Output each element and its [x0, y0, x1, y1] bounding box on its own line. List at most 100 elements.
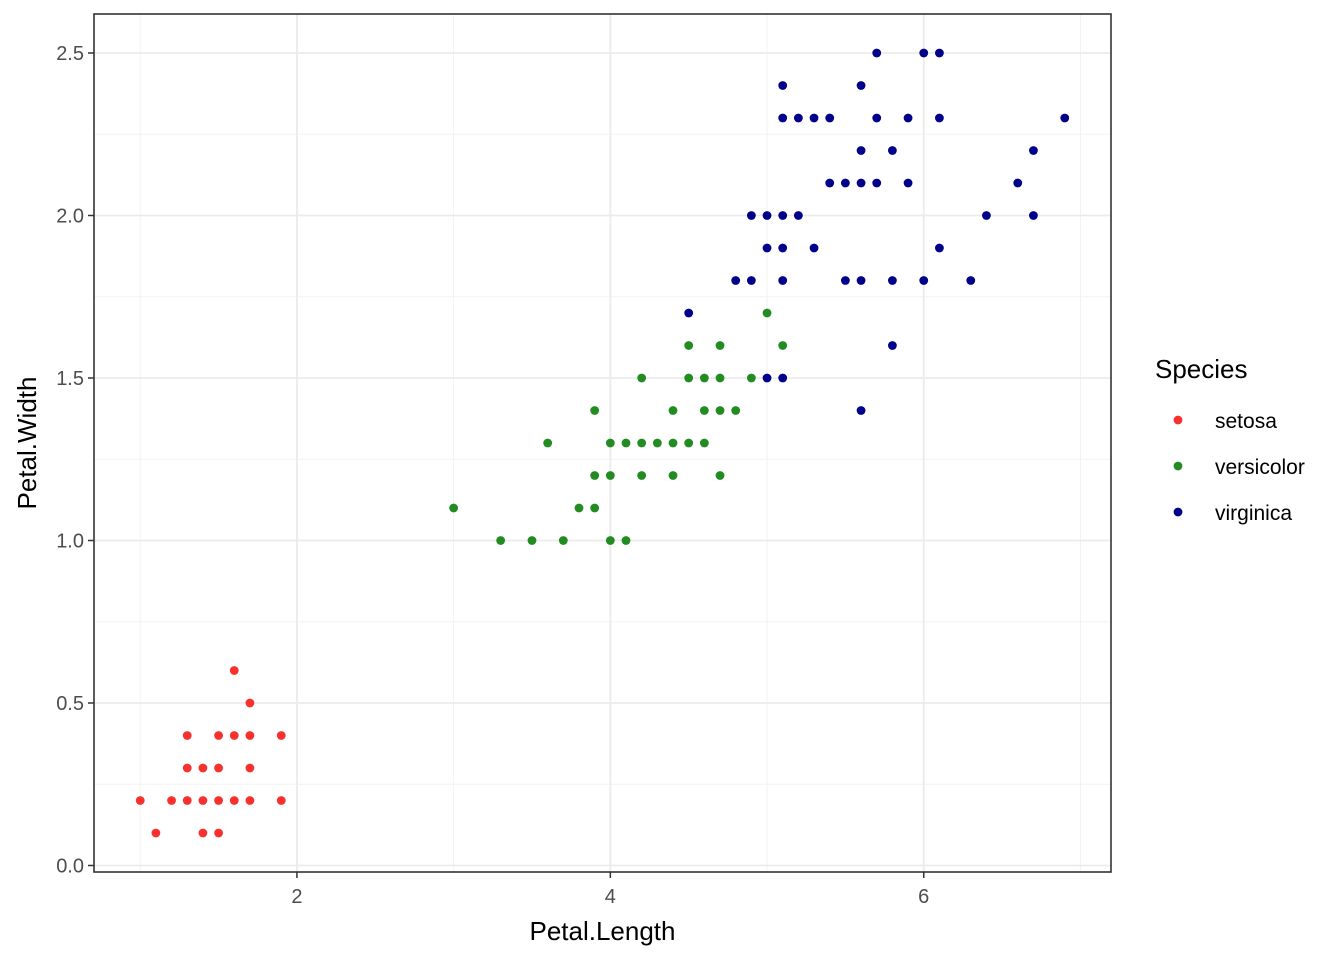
data-point-versicolor	[668, 471, 678, 480]
data-point-versicolor	[668, 406, 678, 415]
data-point-setosa	[245, 763, 255, 773]
data-point-versicolor	[731, 406, 741, 415]
legend-label-virginica: virginica	[1215, 502, 1292, 525]
data-point-virginica	[856, 81, 866, 90]
data-point-virginica	[935, 48, 944, 58]
data-point-versicolor	[652, 438, 662, 448]
legend-title: Species	[1155, 354, 1248, 384]
data-point-virginica	[825, 178, 835, 188]
data-point-virginica	[793, 113, 803, 123]
legend-key-versicolor	[1173, 461, 1183, 471]
series-setosa	[135, 666, 286, 838]
data-point-virginica	[1060, 113, 1070, 123]
data-point-virginica	[840, 276, 850, 285]
y-tick-label: 2.0	[56, 206, 84, 228]
data-point-setosa	[214, 731, 223, 740]
data-point-virginica	[1029, 146, 1038, 155]
data-point-versicolor	[449, 503, 459, 513]
data-point-virginica	[903, 178, 913, 188]
data-point-versicolor	[558, 536, 568, 545]
data-point-virginica	[887, 276, 897, 285]
data-point-versicolor	[684, 341, 694, 350]
data-point-versicolor	[590, 406, 600, 415]
y-axis-title: Petal.Width	[12, 377, 42, 510]
data-point-versicolor	[543, 438, 553, 448]
data-point-versicolor	[746, 373, 756, 383]
data-point-versicolor	[527, 536, 537, 545]
y-tick-label: 2.5	[56, 43, 84, 65]
data-point-versicolor	[762, 308, 772, 318]
data-point-versicolor	[637, 438, 647, 448]
data-point-versicolor	[590, 471, 600, 480]
data-point-virginica	[919, 48, 929, 58]
data-point-setosa	[229, 796, 239, 805]
data-point-virginica	[778, 243, 788, 253]
data-point-virginica	[825, 113, 835, 123]
legend-label-versicolor: versicolor	[1215, 456, 1305, 479]
y-tick-label: 1.5	[56, 368, 84, 390]
data-point-setosa	[214, 763, 223, 773]
data-point-versicolor	[715, 373, 725, 383]
data-point-virginica	[856, 178, 866, 188]
data-point-setosa	[245, 796, 255, 805]
data-point-versicolor	[621, 536, 631, 545]
data-point-versicolor	[496, 536, 506, 545]
data-point-setosa	[135, 796, 145, 805]
data-point-virginica	[872, 178, 882, 188]
y-tick-label: 0.0	[56, 856, 84, 878]
data-point-setosa	[182, 731, 192, 740]
data-point-versicolor	[715, 406, 725, 415]
data-point-versicolor	[637, 471, 647, 480]
data-point-virginica	[903, 113, 913, 123]
data-point-versicolor	[574, 503, 584, 513]
data-point-virginica	[731, 276, 741, 285]
legend-key-virginica	[1173, 507, 1183, 517]
y-tick-label: 1.0	[56, 531, 84, 553]
data-point-setosa	[198, 796, 208, 805]
data-point-versicolor	[699, 438, 709, 448]
data-point-virginica	[809, 243, 819, 253]
legend-item-virginica: virginica	[1173, 502, 1292, 525]
data-point-versicolor	[605, 471, 615, 480]
data-point-versicolor	[605, 536, 615, 545]
x-tick-label: 2	[291, 886, 302, 908]
data-point-setosa	[198, 763, 208, 773]
data-point-virginica	[778, 276, 788, 285]
data-point-versicolor	[715, 341, 725, 350]
data-point-versicolor	[668, 438, 678, 448]
data-point-setosa	[245, 698, 255, 708]
data-point-setosa	[151, 828, 161, 838]
data-point-virginica	[966, 276, 976, 285]
data-point-virginica	[809, 113, 819, 123]
data-point-setosa	[276, 731, 286, 740]
legend-key-setosa	[1173, 415, 1183, 425]
points-layer	[135, 48, 1070, 838]
data-point-versicolor	[715, 471, 725, 480]
y-tick-label: 0.5	[56, 693, 84, 715]
series-versicolor	[449, 308, 788, 545]
data-point-virginica	[684, 308, 694, 318]
data-point-versicolor	[637, 373, 647, 383]
data-point-setosa	[182, 763, 192, 773]
data-point-setosa	[167, 796, 176, 805]
data-point-setosa	[245, 731, 255, 740]
data-point-setosa	[229, 731, 239, 740]
data-point-virginica	[778, 81, 788, 90]
x-tick-label: 6	[918, 886, 929, 908]
data-point-versicolor	[621, 438, 631, 448]
data-point-versicolor	[590, 503, 600, 513]
data-point-virginica	[935, 243, 944, 253]
x-axis-title: Petal.Length	[529, 916, 675, 946]
data-point-virginica	[856, 146, 866, 155]
data-point-virginica	[856, 406, 866, 415]
data-point-virginica	[746, 276, 756, 285]
data-point-virginica	[762, 373, 772, 383]
x-tick-label: 4	[605, 886, 616, 908]
legend: Species setosa versicolor virginica	[1155, 354, 1305, 525]
axes-layer: 2 4 6 0.0 0.5 1.0 1.5 2.0 2.5	[56, 43, 929, 908]
data-point-virginica	[778, 211, 788, 220]
data-point-virginica	[872, 113, 882, 123]
data-point-virginica	[1013, 178, 1023, 188]
data-point-versicolor	[684, 373, 694, 383]
